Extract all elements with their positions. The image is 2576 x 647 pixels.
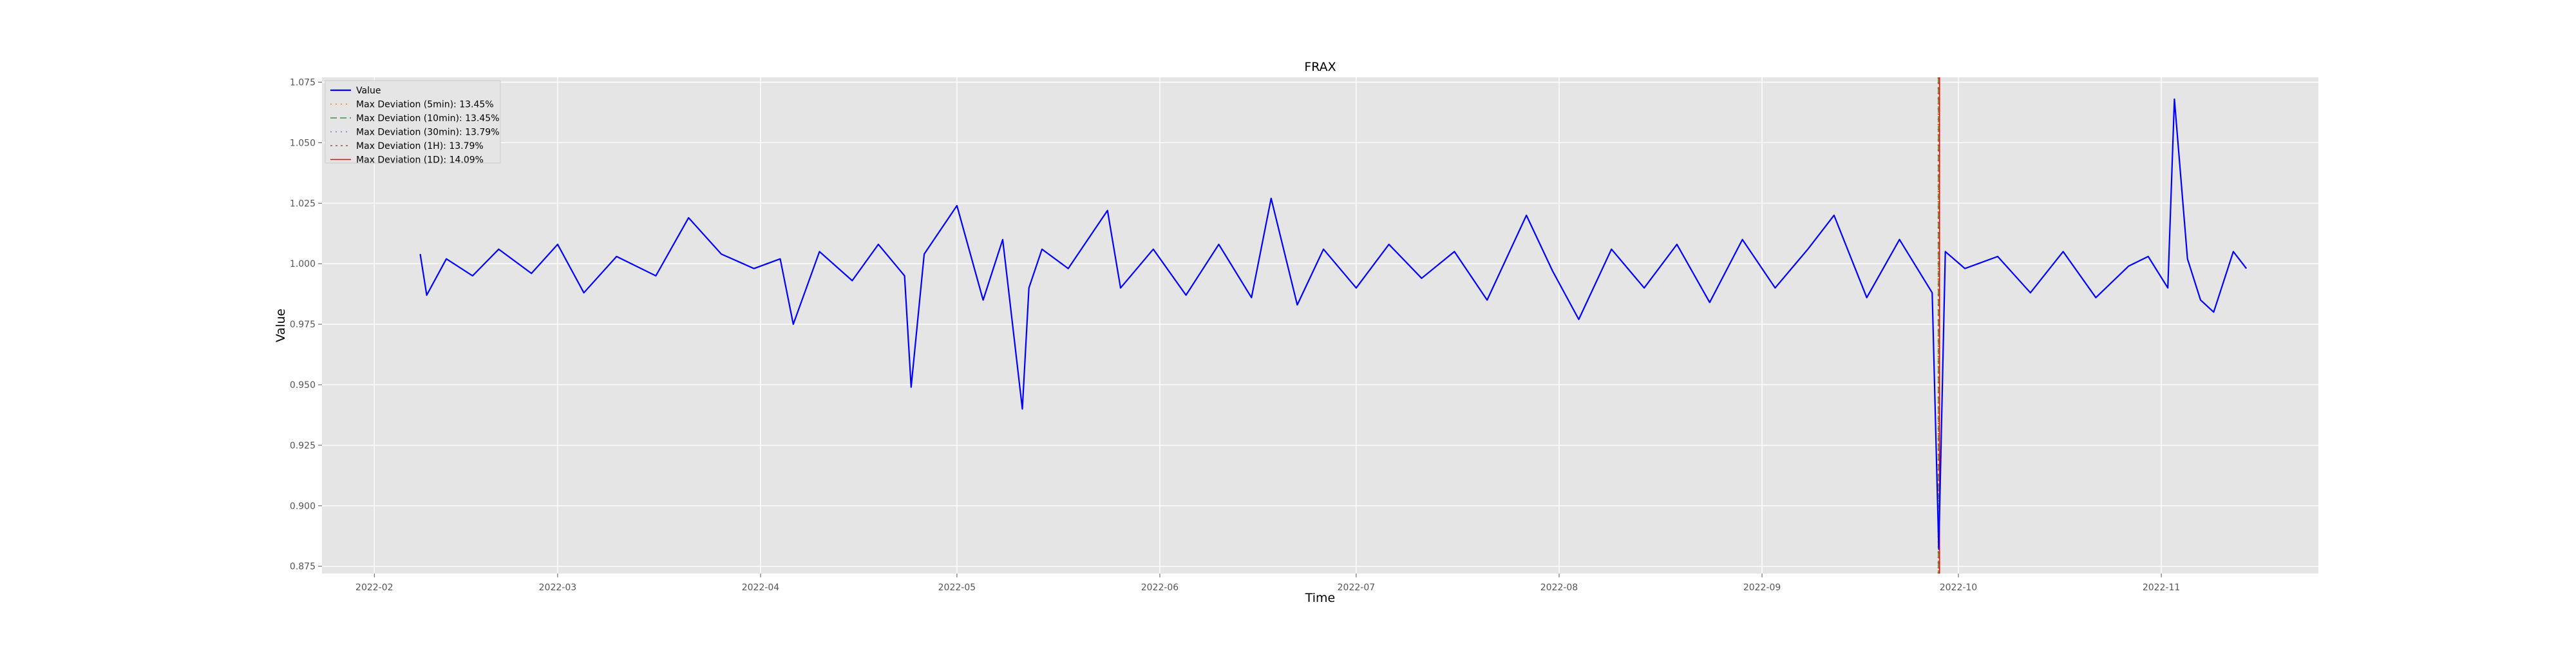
plot-area: [322, 77, 2318, 574]
x-tick-label: 2022-09: [1743, 583, 1781, 593]
x-axis-label: Time: [1305, 591, 1336, 605]
x-tick-label: 2022-10: [1940, 583, 1978, 593]
y-tick-label: 1.000: [290, 259, 316, 269]
y-tick-label: 0.950: [290, 380, 316, 391]
legend-label: Value: [356, 86, 381, 96]
x-tick-label: 2022-03: [539, 583, 577, 593]
x-tick-labels: 2022-02 2022-03 2022-04 2022-05 2022-06 2022-…: [355, 574, 2180, 593]
x-tick-label: 2022-04: [742, 583, 780, 593]
legend-label: Max Deviation (1D): 14.09%: [356, 155, 484, 166]
legend-items: Value Max Deviation (5min): 13.45% Max Dev…: [330, 86, 500, 166]
y-tick-labels: 0.875 0.900 0.925 0.950 0.975 1.000 1.025 1.050…: [290, 78, 322, 572]
y-tick-label: 1.075: [290, 78, 316, 88]
legend-box: [325, 80, 501, 164]
y-tick-label: 1.025: [290, 198, 316, 209]
x-tick-label: 2022-02: [355, 583, 393, 593]
x-tick-label: 2022-08: [1540, 583, 1578, 593]
x-tick-label: 2022-05: [938, 583, 976, 593]
legend-label: Max Deviation (1H): 13.79%: [356, 141, 484, 151]
y-axis-label: Value: [274, 309, 288, 342]
legend-label: Max Deviation (5min): 13.45%: [356, 100, 494, 110]
y-tick-label: 0.875: [290, 562, 316, 572]
value-series-line: [419, 98, 2248, 550]
x-tick-label: 2022-11: [2143, 583, 2181, 593]
chart-title: FRAX: [1304, 60, 1336, 74]
y-tick-label: 0.925: [290, 441, 316, 451]
x-tick-label: 2022-06: [1141, 583, 1179, 593]
legend-label: Max Deviation (30min): 13.79%: [356, 128, 500, 138]
y-tick-label: 0.975: [290, 320, 316, 330]
legend: Value Max Deviation (5min): 13.45% Max Dev…: [325, 80, 501, 166]
y-tick-label: 0.900: [290, 501, 316, 512]
y-tick-label: 1.050: [290, 138, 316, 148]
x-tick-label: 2022-07: [1338, 583, 1376, 593]
grid-layer: [322, 77, 2318, 574]
legend-label: Max Deviation (10min): 13.45%: [356, 113, 500, 124]
